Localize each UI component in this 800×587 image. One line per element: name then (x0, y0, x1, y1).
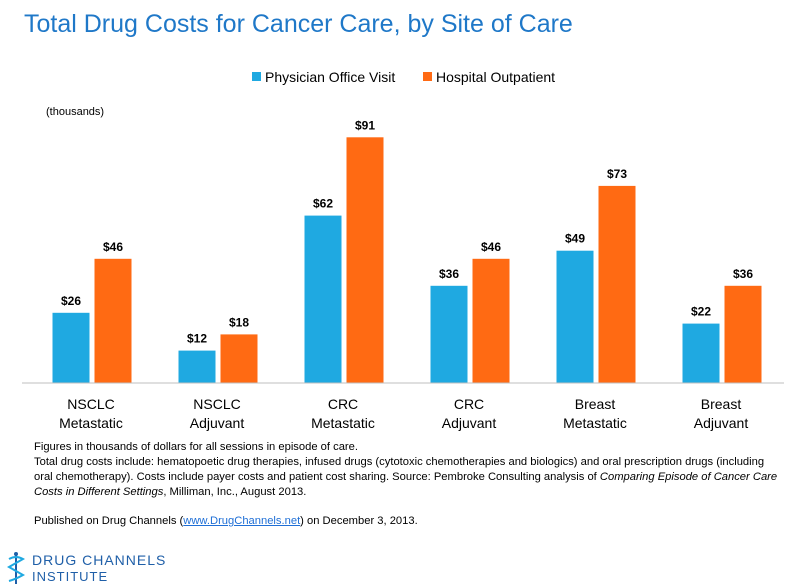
legend: Physician Office Visit Hospital Outpatien… (252, 69, 555, 85)
footnote-line-2-post: , Milliman, Inc., August 2013. (163, 486, 307, 498)
category-label: NSCLC (67, 396, 114, 412)
category-label: Metastatic (563, 415, 627, 431)
data-label: $36 (439, 267, 459, 281)
bar-hospital-1 (220, 334, 258, 383)
drugchannels-link[interactable]: www.DrugChannels.net (183, 515, 301, 527)
data-label: $36 (733, 267, 753, 281)
published-line: Published on Drug Channels (www.DrugChan… (34, 514, 784, 529)
category-label: Breast (575, 396, 616, 412)
legend-swatch-0 (252, 72, 261, 81)
data-label: $62 (313, 197, 333, 211)
data-label: $46 (103, 240, 123, 254)
footnotes: Figures in thousands of dollars for all … (34, 440, 784, 529)
bar-office-5 (682, 323, 720, 383)
bar-office-2 (304, 215, 342, 383)
bar-office-0 (52, 312, 90, 383)
category-label: CRC (328, 396, 358, 412)
bar-office-3 (430, 285, 468, 383)
category-label: Adjuvant (442, 415, 497, 431)
logo-line-2: INSTITUTE (32, 569, 109, 584)
category-label: Metastatic (311, 415, 375, 431)
data-label: $73 (607, 167, 627, 181)
published-post: ) on December 3, 2013. (300, 515, 418, 527)
data-label: $46 (481, 240, 501, 254)
caduceus-icon (6, 552, 26, 584)
bars: $26 $46 $12 $18 $62 $91 $36 $46 $49 $73 $22 $36 (52, 118, 762, 383)
category-label: Adjuvant (694, 415, 749, 431)
bar-chart: Physician Office Visit Hospital Outpatien… (22, 69, 784, 431)
bar-office-1 (178, 350, 216, 383)
category-label: Adjuvant (190, 415, 245, 431)
category-label: Metastatic (59, 415, 123, 431)
data-label: $49 (565, 232, 585, 246)
category-label: NSCLC (193, 396, 240, 412)
bar-hospital-4 (598, 185, 636, 383)
data-label: $18 (229, 315, 249, 329)
legend-label-1: Hospital Outpatient (436, 69, 555, 85)
data-label: $22 (691, 305, 711, 319)
x-axis: NSCLC Metastatic NSCLC Adjuvant CRC Metastati… (22, 382, 784, 431)
drug-channels-logo: DRUG CHANNELS INSTITUTE (4, 549, 264, 587)
chart-title: Total Drug Costs for Cancer Care, by Sit… (24, 10, 573, 38)
bar-hospital-2 (346, 137, 384, 383)
footnote-line-2: Total drug costs include: hematopoetic d… (34, 455, 784, 500)
category-label: Breast (701, 396, 742, 412)
bar-office-4 (556, 250, 594, 383)
bar-hospital-0 (94, 258, 132, 383)
legend-label-0: Physician Office Visit (265, 69, 395, 85)
category-label: CRC (454, 396, 484, 412)
data-label: $26 (61, 294, 81, 308)
data-label: $91 (355, 118, 375, 132)
bar-hospital-5 (724, 285, 762, 383)
logo-line-1: DRUG CHANNELS (32, 552, 167, 568)
bar-hospital-3 (472, 258, 510, 383)
footnote-study-title: Comparing Episode of Cancer Care Costs i… (34, 471, 778, 498)
units-note: (thousands) (46, 106, 105, 118)
published-pre: Published on Drug Channels ( (34, 515, 184, 527)
footnote-line-2-pre: Total drug costs include: hematopoetic d… (34, 456, 765, 483)
legend-swatch-1 (423, 72, 432, 81)
data-label: $12 (187, 332, 207, 346)
footnote-line-1: Figures in thousands of dollars for all … (34, 441, 358, 453)
